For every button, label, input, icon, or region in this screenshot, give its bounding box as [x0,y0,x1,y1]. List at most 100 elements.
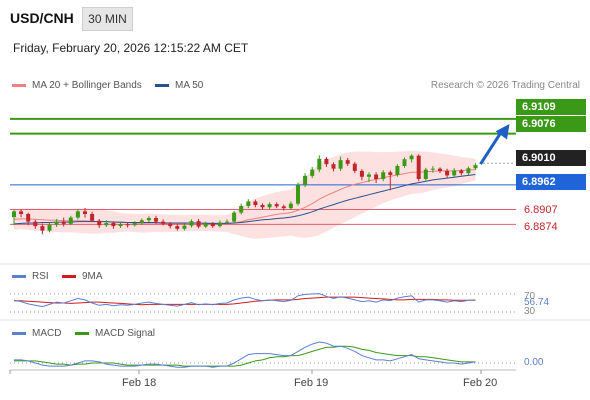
candle-body [40,226,45,231]
candle-body [430,168,435,170]
candle-body [395,165,400,175]
candle-body [12,211,16,218]
candle-body [68,217,73,224]
candle-body [402,159,407,166]
arrow-shaft [479,133,502,165]
candle-body [182,225,187,229]
candle-body [466,168,471,174]
candle-body [125,224,130,226]
candle-body [61,221,66,224]
last-price-label: 6.9010 [516,150,586,166]
rsi-value: 56.74 [524,297,550,308]
candle-body [210,223,215,227]
legend-rsi-9ma: 9MA [62,271,103,282]
candle-body [118,224,123,227]
candle-body [338,160,343,169]
candle-body [161,221,166,224]
candle-body [445,170,450,176]
candle-body [416,155,421,179]
legend-label: RSI [32,271,49,282]
candle-body [217,222,222,227]
candle-body [54,221,59,225]
candle-body [83,211,87,214]
candle-body [423,169,428,179]
candle-body [267,204,272,208]
candle-body [274,204,279,207]
candle-body [132,222,137,226]
credit-text: Research © 2026 Trading Central [430,80,580,91]
macd-signal-line [14,345,476,367]
level-label-6.8962: 6.8962 [516,174,586,190]
candle-body [154,218,158,222]
legend-ma50: MA 50 [155,80,203,91]
candle-body [189,221,194,226]
candle-body [409,155,414,160]
candle-body [473,165,478,169]
candle-body [317,158,322,170]
candle-body [459,170,464,174]
level-label-6.8874: 6.8874 [524,221,558,233]
candle-body [260,205,265,208]
candle-body [331,164,336,169]
candle-body [288,203,293,209]
candle-body [345,160,350,164]
legend-swatch [62,274,76,278]
candle-body [239,205,244,213]
panel-separators [0,263,590,321]
candle-body [97,220,102,226]
rsi-line [13,293,476,308]
level-lines [10,117,516,225]
candle-body [246,201,251,206]
candle-body [303,175,308,185]
candle-body [90,213,95,221]
candle-body [296,184,300,204]
candle-body [281,206,286,209]
candle-body [225,221,229,223]
level-label-6.9109: 6.9109 [516,99,586,115]
legend-label: MACD Signal [95,328,156,339]
legend-ma20-bollinger: MA 20 + Bollinger Bands [12,80,142,91]
legend-swatch [12,274,26,278]
x-tick-feb19: Feb 19 [294,377,329,389]
x-axis [9,369,516,374]
candle-body [310,169,315,176]
candle-body [203,223,208,227]
legend-label: MA 50 [175,80,204,91]
rsi-tick-70: 70 [524,291,536,302]
legend-swatch [12,83,26,87]
symbol-title: USD/CNH [10,10,74,26]
legend-rsi: RSI [12,271,49,282]
candle-body [175,226,180,229]
legend-label: MACD [32,328,62,339]
candle-body [111,222,116,227]
legend-macd: MACD [12,328,61,339]
candlestick-series [12,154,478,235]
candle-body [47,224,52,231]
x-tick-feb20: Feb 20 [463,377,498,389]
candle-body [359,170,364,177]
level-label-6.9076: 6.9076 [516,116,586,132]
candle-body [438,168,442,171]
legend-macd-signal: MACD Signal [75,328,155,339]
candle-body [374,174,379,179]
forecast-arrow [479,124,510,165]
legend-label: MA 20 + Bollinger Bands [32,80,142,91]
macd-line [14,341,476,368]
legend-swatch [12,331,26,335]
legend-label: 9MA [82,271,103,282]
ma50-line [13,174,476,225]
rsi-tick-30: 30 [524,306,536,317]
candle-body [232,212,237,222]
macd-panel [10,341,516,368]
timeframe-badge[interactable]: 30 MIN [82,7,133,31]
x-tick-feb18: Feb 18 [122,377,157,389]
legend-swatch [75,331,89,335]
candle-body [253,201,258,206]
candle-body [26,213,31,222]
candle-body [381,172,386,179]
timestamp: Friday, February 20, 2026 12:15:22 AM CE… [13,41,249,55]
candle-body [196,221,201,227]
candle-body [104,222,109,226]
rsi-9ma-line [14,296,476,306]
